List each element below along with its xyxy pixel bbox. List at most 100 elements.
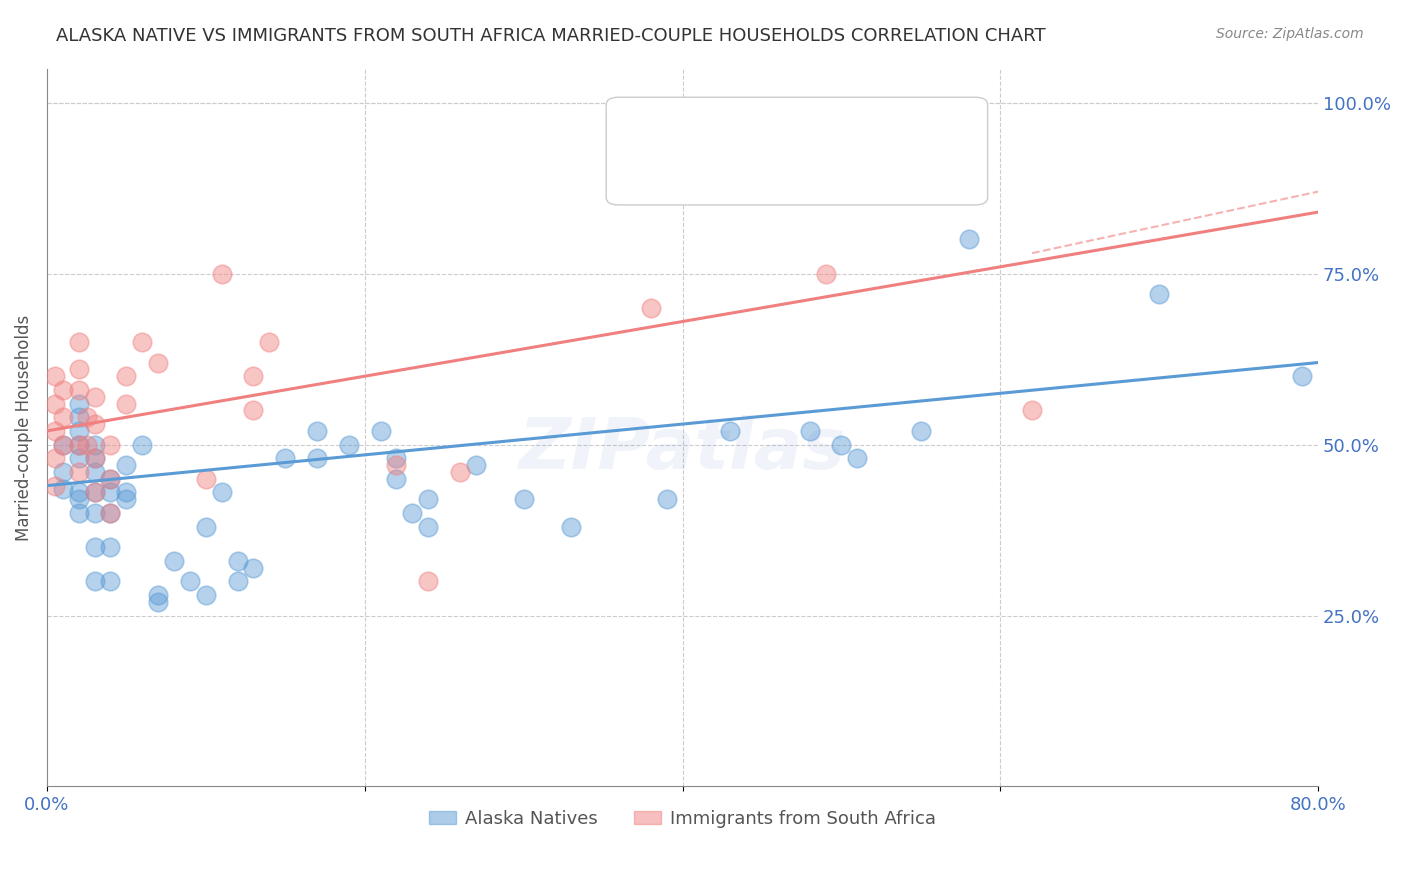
- Point: [211, 267, 233, 281]
- Point: [449, 465, 471, 479]
- Point: [100, 437, 122, 451]
- Point: [305, 424, 328, 438]
- Point: [52, 410, 75, 425]
- Point: [370, 424, 392, 438]
- Point: [67, 451, 90, 466]
- Point: [100, 472, 122, 486]
- Point: [385, 472, 408, 486]
- Point: [1021, 403, 1043, 417]
- Point: [83, 451, 105, 466]
- Point: [418, 519, 440, 533]
- Point: [67, 492, 90, 507]
- Point: [67, 410, 90, 425]
- Point: [83, 451, 105, 466]
- Point: [194, 472, 217, 486]
- Point: [274, 451, 297, 466]
- Point: [242, 403, 264, 417]
- Point: [67, 506, 90, 520]
- Point: [655, 492, 678, 507]
- Point: [194, 588, 217, 602]
- Point: [67, 396, 90, 410]
- Point: [100, 472, 122, 486]
- Point: [83, 417, 105, 431]
- Point: [100, 506, 122, 520]
- Point: [76, 437, 98, 451]
- Point: [830, 437, 852, 451]
- Point: [100, 574, 122, 589]
- Point: [259, 334, 281, 349]
- Legend: Alaska Natives, Immigrants from South Africa: Alaska Natives, Immigrants from South Af…: [422, 803, 943, 835]
- Point: [465, 458, 488, 472]
- Point: [83, 574, 105, 589]
- Point: [115, 396, 138, 410]
- Point: [100, 485, 122, 500]
- Point: [385, 451, 408, 466]
- Point: [194, 519, 217, 533]
- Point: [146, 595, 169, 609]
- Point: [211, 485, 233, 500]
- Point: [83, 485, 105, 500]
- Point: [640, 301, 662, 315]
- Point: [115, 458, 138, 472]
- Point: [146, 355, 169, 369]
- Text: ALASKA NATIVE VS IMMIGRANTS FROM SOUTH AFRICA MARRIED-COUPLE HOUSEHOLDS CORRELAT: ALASKA NATIVE VS IMMIGRANTS FROM SOUTH A…: [56, 27, 1046, 45]
- Point: [1147, 287, 1170, 301]
- Point: [846, 451, 869, 466]
- Point: [44, 369, 66, 384]
- Point: [146, 588, 169, 602]
- Point: [44, 478, 66, 492]
- Point: [115, 485, 138, 500]
- Point: [83, 506, 105, 520]
- Point: [67, 437, 90, 451]
- Point: [385, 458, 408, 472]
- Point: [305, 451, 328, 466]
- Point: [814, 267, 837, 281]
- Point: [718, 424, 741, 438]
- Point: [52, 465, 75, 479]
- Point: [910, 424, 932, 438]
- Point: [67, 437, 90, 451]
- Point: [337, 437, 360, 451]
- Point: [44, 396, 66, 410]
- Point: [226, 574, 249, 589]
- Point: [83, 485, 105, 500]
- Point: [67, 334, 90, 349]
- Point: [163, 554, 186, 568]
- Point: [83, 390, 105, 404]
- Point: [560, 519, 582, 533]
- Point: [115, 369, 138, 384]
- Y-axis label: Married-couple Households: Married-couple Households: [15, 314, 32, 541]
- Point: [131, 437, 153, 451]
- Point: [401, 506, 423, 520]
- Point: [226, 554, 249, 568]
- Point: [512, 492, 534, 507]
- Point: [242, 560, 264, 574]
- Point: [131, 334, 153, 349]
- Point: [67, 485, 90, 500]
- Point: [418, 492, 440, 507]
- Point: [83, 540, 105, 554]
- Point: [52, 437, 75, 451]
- Text: Source: ZipAtlas.com: Source: ZipAtlas.com: [1216, 27, 1364, 41]
- Point: [179, 574, 201, 589]
- Point: [52, 482, 75, 496]
- Point: [52, 383, 75, 397]
- Point: [799, 424, 821, 438]
- Point: [242, 369, 264, 384]
- Point: [44, 424, 66, 438]
- Point: [115, 492, 138, 507]
- Point: [957, 232, 980, 246]
- Point: [83, 465, 105, 479]
- Point: [44, 451, 66, 466]
- Point: [83, 437, 105, 451]
- Point: [67, 362, 90, 376]
- Point: [52, 437, 75, 451]
- Point: [67, 465, 90, 479]
- Point: [67, 424, 90, 438]
- Point: [1291, 369, 1313, 384]
- Text: ZIPatlas: ZIPatlas: [519, 415, 846, 483]
- Point: [418, 574, 440, 589]
- Point: [100, 540, 122, 554]
- Point: [100, 506, 122, 520]
- FancyBboxPatch shape: [606, 97, 987, 205]
